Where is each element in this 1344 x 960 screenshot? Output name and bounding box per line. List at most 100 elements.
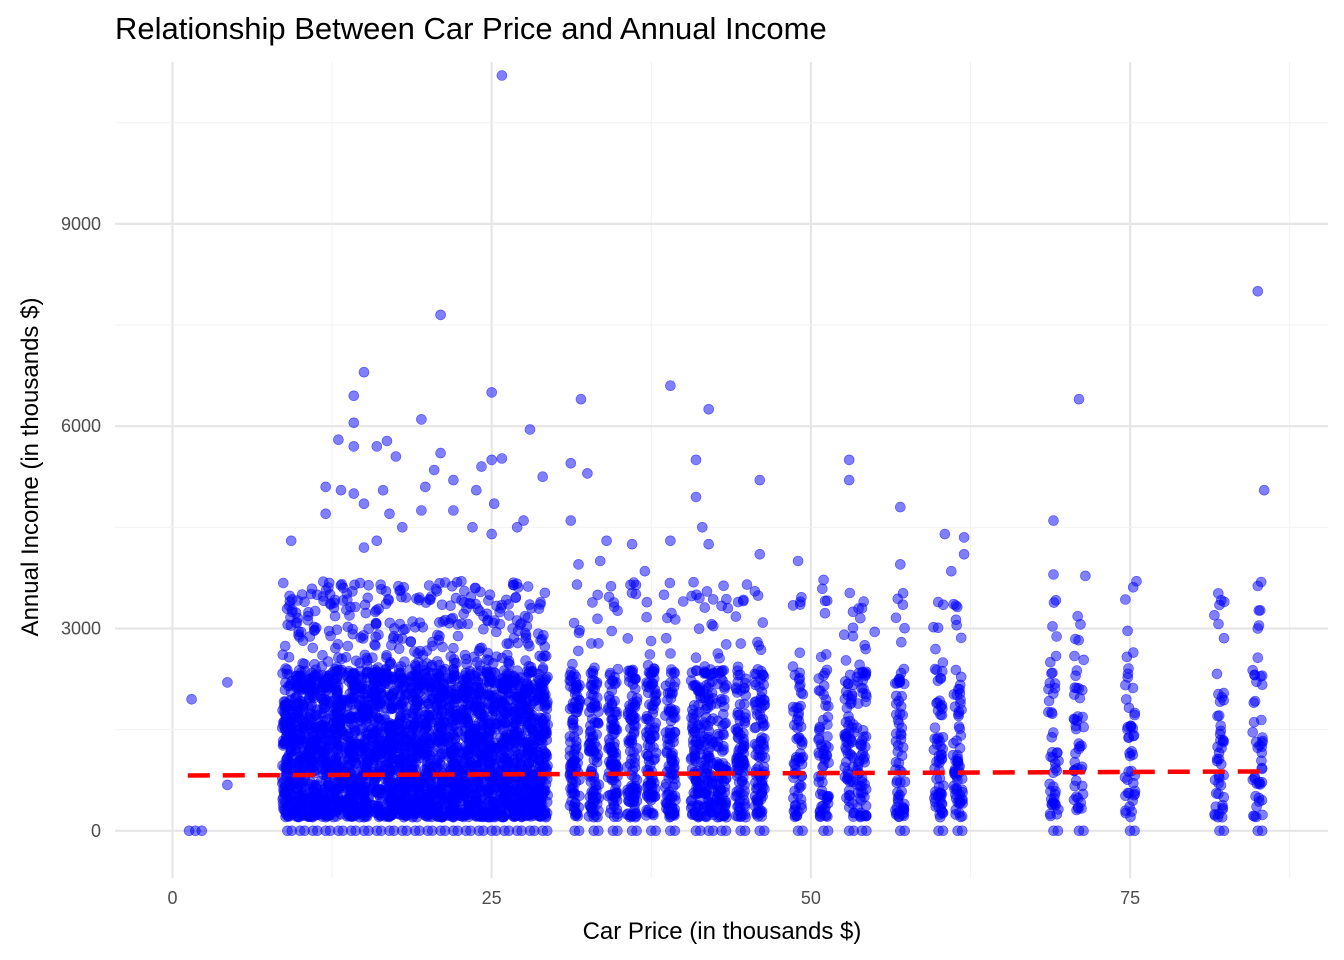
data-point (292, 706, 304, 717)
data-point (691, 709, 702, 721)
data-point (571, 579, 583, 590)
data-point (668, 807, 680, 818)
data-point (730, 682, 742, 694)
data-point (431, 585, 443, 597)
data-point (631, 825, 642, 837)
data-point (754, 751, 766, 763)
data-point (629, 673, 641, 685)
data-point (394, 757, 406, 768)
data-point (430, 757, 442, 769)
data-point (794, 782, 805, 794)
data-point (404, 729, 416, 741)
data-point (332, 686, 344, 698)
data-point (624, 758, 636, 770)
data-point (712, 648, 724, 659)
data-point (318, 754, 330, 766)
data-point (758, 825, 770, 837)
data-point (700, 787, 712, 798)
data-point (342, 621, 354, 633)
data-point (650, 717, 662, 729)
data-point (586, 638, 597, 649)
data-point (290, 607, 302, 619)
data-point (278, 716, 290, 728)
data-point (700, 754, 712, 766)
data-point (417, 621, 429, 633)
data-point (345, 601, 356, 613)
data-point (354, 682, 366, 694)
data-point (372, 800, 384, 812)
data-point (567, 658, 578, 670)
data-point (707, 594, 719, 605)
data-point (737, 754, 749, 766)
data-point (367, 689, 379, 700)
data-point (646, 781, 658, 793)
data-point (819, 595, 831, 607)
data-point (329, 722, 340, 734)
data-point (469, 738, 481, 749)
data-point (822, 825, 834, 837)
data-point (322, 656, 334, 667)
data-point (293, 626, 305, 638)
data-point (740, 811, 751, 823)
data-point (448, 730, 460, 742)
data-point (787, 661, 799, 672)
data-point (861, 825, 872, 837)
data-point (470, 582, 481, 594)
data-point (292, 811, 304, 823)
data-point (820, 700, 831, 711)
data-point (411, 697, 423, 709)
data-point (565, 783, 576, 794)
data-point (445, 651, 457, 662)
data-point (572, 645, 584, 657)
data-point (930, 643, 941, 655)
data-point (522, 743, 534, 755)
data-point (758, 733, 770, 744)
data-point (737, 595, 749, 607)
data-point (645, 635, 657, 647)
data-point (819, 607, 831, 619)
data-point (280, 663, 291, 674)
data-point (330, 642, 341, 654)
data-point (818, 689, 830, 701)
data-point (641, 596, 653, 608)
data-point (510, 591, 522, 603)
data-point (399, 623, 411, 635)
data-point (640, 810, 652, 821)
data-point (612, 808, 624, 820)
data-point (929, 722, 941, 734)
data-point (641, 681, 653, 692)
data-point (420, 798, 432, 810)
data-point (628, 746, 639, 758)
data-point (293, 729, 305, 740)
data-point (608, 597, 620, 608)
data-point (666, 607, 677, 619)
data-point (355, 715, 366, 727)
data-point (456, 618, 467, 630)
data-point (665, 648, 676, 659)
data-point (418, 747, 430, 759)
data-point (573, 825, 585, 837)
data-point (645, 734, 656, 745)
data-point (303, 674, 315, 686)
data-point (494, 606, 506, 618)
data-point (370, 617, 382, 629)
data-point (650, 825, 662, 837)
data-point (611, 709, 622, 721)
data-point (433, 659, 445, 671)
data-point (823, 742, 834, 753)
data-point (700, 719, 711, 730)
data-point (305, 588, 317, 600)
data-point (795, 793, 807, 805)
data-point (699, 661, 711, 672)
data-point (534, 650, 546, 662)
data-point (484, 811, 496, 823)
data-point (847, 630, 859, 642)
data-point (818, 680, 830, 692)
data-point (693, 623, 705, 635)
data-point (325, 630, 336, 642)
data-point (935, 701, 947, 712)
data-point (712, 811, 723, 823)
data-point (482, 718, 494, 730)
data-point (393, 643, 405, 655)
data-point (442, 673, 454, 684)
